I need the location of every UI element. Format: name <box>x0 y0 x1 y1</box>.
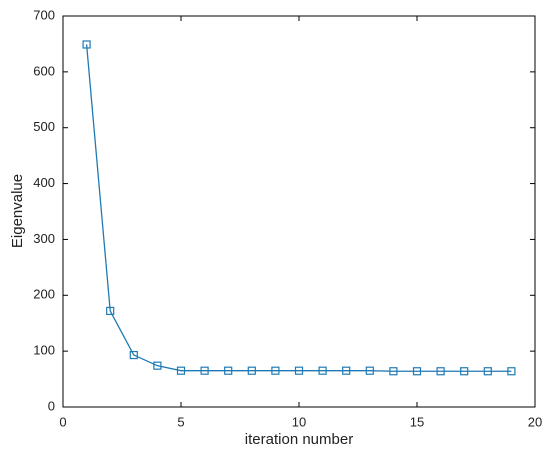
y-tick-label: 200 <box>33 287 55 302</box>
marker <box>318 366 327 375</box>
marker <box>436 367 445 376</box>
marker <box>460 367 469 376</box>
marker <box>342 366 351 375</box>
marker <box>294 366 304 375</box>
marker <box>82 40 91 49</box>
y-tick-label: 500 <box>33 119 55 134</box>
marker <box>483 367 492 376</box>
x-axis-label: iteration number <box>245 431 353 448</box>
marker <box>200 366 209 375</box>
marker <box>106 306 115 316</box>
marker <box>365 366 374 375</box>
plot-frame <box>62 15 536 408</box>
x-tick-label: 20 <box>528 414 542 429</box>
y-tick-label: 700 <box>33 7 55 22</box>
marker <box>412 367 422 376</box>
line <box>85 44 512 372</box>
y-tick-label: 300 <box>33 231 55 246</box>
y-tick-label: 400 <box>33 175 55 190</box>
marker <box>129 350 138 360</box>
x-tick-label: 15 <box>410 414 424 429</box>
x-tick-label: 10 <box>292 414 306 429</box>
marker <box>389 367 398 376</box>
y-tick-label: 600 <box>33 63 55 78</box>
y-axis-label: Eigenvalue <box>9 174 26 248</box>
marker <box>507 367 516 376</box>
marker <box>176 366 186 375</box>
x-tick-label: 0 <box>59 414 66 429</box>
marker <box>247 366 256 375</box>
x-tick-label: 5 <box>177 414 184 429</box>
y-tick-label: 100 <box>33 343 55 358</box>
marker <box>153 361 162 370</box>
marker <box>271 366 280 375</box>
marker <box>224 366 233 375</box>
y-tick-label: 0 <box>48 398 55 413</box>
